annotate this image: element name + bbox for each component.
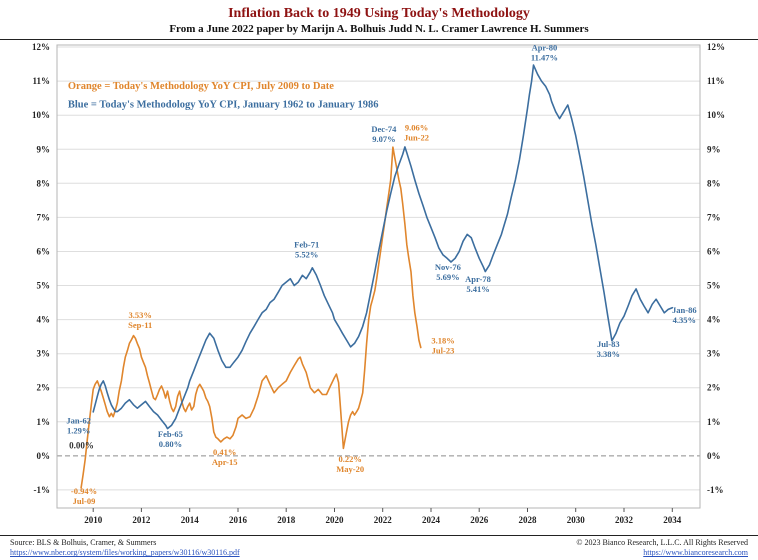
y-tick-label-right: 8% bbox=[707, 178, 721, 188]
y-tick-label-right: 9% bbox=[707, 144, 721, 154]
annotation-label: 1.29% bbox=[67, 426, 90, 436]
source-text: Source: BLS & Bolhuis, Cramer, & Summers bbox=[10, 538, 157, 547]
x-tick-label: 2028 bbox=[519, 515, 538, 525]
blue-series-line bbox=[92, 64, 674, 430]
annotation-label: Jun-22 bbox=[404, 133, 429, 143]
inflation-line-chart: 2010 2012 2014 2016 2018 2020 2022 2024 2026 2028… bbox=[32, 42, 725, 525]
y-tick-label-left: 2% bbox=[37, 383, 51, 393]
plot-border bbox=[56, 44, 701, 509]
annotation-label: Feb-71 bbox=[294, 239, 319, 249]
y-tick-label-right: 3% bbox=[707, 349, 721, 359]
x-tick-label: 2016 bbox=[229, 515, 248, 525]
footer-source-block: Source: BLS & Bolhuis, Cramer, & Summers… bbox=[10, 538, 240, 559]
y-tick-label-left: 8% bbox=[37, 178, 51, 188]
annotation-label: Jan-62 bbox=[66, 416, 91, 426]
annotation-label: Nov-76 bbox=[435, 262, 461, 272]
annotation-label: Feb-65 bbox=[158, 429, 183, 439]
annotation-label: 9.07% bbox=[372, 134, 395, 144]
y-tick-label-right: 0% bbox=[707, 451, 721, 461]
copyright-text: © 2023 Bianco Research, L.L.C. All Right… bbox=[576, 538, 748, 547]
y-tick-label-left: 0% bbox=[37, 451, 51, 461]
annotation-label: 3.18% bbox=[431, 335, 454, 345]
x-tick-label: 2018 bbox=[277, 515, 296, 525]
x-tick-label: 2010 bbox=[84, 515, 103, 525]
y-tick-label-right: 10% bbox=[707, 110, 725, 120]
y-tick-label-right: 5% bbox=[707, 281, 721, 291]
annotation-label: 0.22% bbox=[339, 454, 362, 464]
x-tick-label: 2032 bbox=[615, 515, 634, 525]
y-tick-label-right: 12% bbox=[707, 42, 725, 52]
chart-header: Inflation Back to 1949 Using Today's Met… bbox=[0, 0, 758, 40]
annotation-label: 4.35% bbox=[673, 315, 696, 325]
annotation-label: 5.69% bbox=[436, 272, 459, 282]
annotation-label: -0.94% bbox=[71, 486, 97, 496]
annotation-label: May-20 bbox=[336, 464, 364, 474]
y-tick-label-left: 12% bbox=[32, 42, 50, 52]
annotation-label: 3.38% bbox=[597, 349, 620, 359]
x-tick-label: 2022 bbox=[374, 515, 393, 525]
y-tick-label-left: 1% bbox=[37, 417, 51, 427]
y-tick-label-left: 9% bbox=[37, 144, 51, 154]
annotation-label: Sep-11 bbox=[128, 320, 152, 330]
y-tick-label-left: 5% bbox=[37, 281, 51, 291]
y-tick-label-right: 7% bbox=[707, 212, 721, 222]
x-tick-label: 2026 bbox=[470, 515, 489, 525]
x-tick-label: 2034 bbox=[663, 515, 682, 525]
y-tick-label-right: 1% bbox=[707, 417, 721, 427]
annotation-label: Apr-78 bbox=[465, 274, 491, 284]
annotation-label: 0.41% bbox=[213, 447, 236, 457]
annotation-label: Apr-80 bbox=[532, 43, 558, 53]
y-tick-label-left: 10% bbox=[32, 110, 50, 120]
x-tick-label: 2014 bbox=[181, 515, 200, 525]
y-tick-label-left: 11% bbox=[32, 76, 50, 86]
y-tick-label-right: 6% bbox=[707, 247, 721, 257]
annotation-label: 5.52% bbox=[295, 249, 318, 259]
y-tick-label-left: 3% bbox=[37, 349, 51, 359]
copyright-link[interactable]: https://www.biancoresearch.com bbox=[643, 548, 748, 558]
annotation-label: Jan-86 bbox=[672, 305, 697, 315]
annotation-label: Jul-23 bbox=[432, 345, 455, 355]
y-tick-label-left: 4% bbox=[37, 315, 51, 325]
zero-value-label: 0.00% bbox=[69, 440, 94, 450]
annotation-label: 0.80% bbox=[159, 439, 182, 449]
source-link[interactable]: https://www.nber.org/system/files/workin… bbox=[10, 548, 240, 558]
x-tick-label: 2012 bbox=[132, 515, 151, 525]
x-tick-label: 2024 bbox=[422, 515, 441, 525]
chart-title: Inflation Back to 1949 Using Today's Met… bbox=[228, 6, 530, 21]
annotation-label: Jul-83 bbox=[597, 339, 620, 349]
y-tick-label-left: 7% bbox=[37, 212, 51, 222]
chart-area: 2010 2012 2014 2016 2018 2020 2022 2024 2026 2028… bbox=[0, 40, 758, 535]
y-tick-label-right: 11% bbox=[707, 76, 725, 86]
chart-footer: Source: BLS & Bolhuis, Cramer, & Summers… bbox=[0, 535, 758, 560]
annotation-label: Apr-15 bbox=[212, 457, 238, 467]
chart-subtitle: From a June 2022 paper by Marijn A. Bolh… bbox=[169, 23, 589, 35]
footer-copyright-block: © 2023 Bianco Research, L.L.C. All Right… bbox=[576, 538, 748, 559]
annotation-label: 5.41% bbox=[466, 284, 489, 294]
legend-orange: Orange = Today's Methodology YoY CPI, Ju… bbox=[68, 81, 334, 92]
orange-series-line bbox=[80, 146, 422, 489]
y-tick-label-right: 4% bbox=[707, 315, 721, 325]
y-tick-label-left: 6% bbox=[37, 247, 51, 257]
annotation-label: 3.53% bbox=[129, 310, 152, 320]
annotation-label: 11.47% bbox=[531, 53, 558, 63]
y-tick-label-left: -1% bbox=[34, 485, 51, 495]
x-tick-label: 2020 bbox=[326, 515, 345, 525]
y-tick-label-right: 2% bbox=[707, 383, 721, 393]
annotation-label: Jul-09 bbox=[73, 496, 96, 506]
x-tick-label: 2030 bbox=[567, 515, 586, 525]
legend-blue: Blue = Today's Methodology YoY CPI, Janu… bbox=[68, 100, 379, 111]
annotation-label: 9.06% bbox=[405, 123, 428, 133]
annotation-label: Dec-74 bbox=[371, 124, 397, 134]
y-tick-label-right: -1% bbox=[707, 485, 724, 495]
